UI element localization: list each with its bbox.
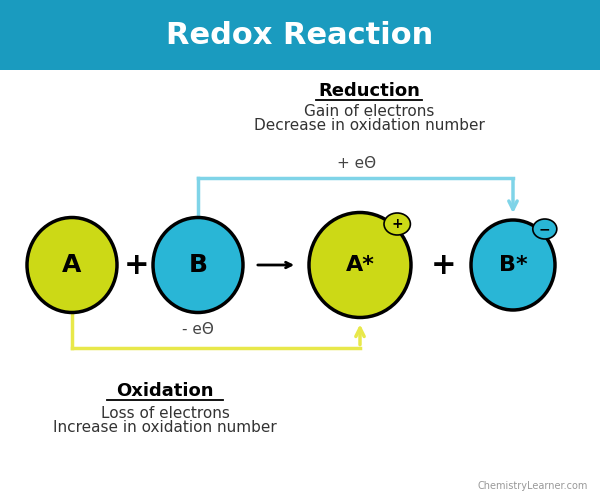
Ellipse shape — [153, 218, 243, 312]
Text: Decrease in oxidation number: Decrease in oxidation number — [254, 118, 484, 134]
FancyBboxPatch shape — [0, 0, 600, 70]
Text: +: + — [391, 217, 403, 231]
Ellipse shape — [471, 220, 555, 310]
Text: Loss of electrons: Loss of electrons — [101, 406, 229, 420]
Ellipse shape — [309, 212, 411, 318]
Text: Oxidation: Oxidation — [116, 382, 214, 400]
Text: A*: A* — [346, 255, 374, 275]
Circle shape — [533, 219, 557, 239]
Text: Reduction: Reduction — [318, 82, 420, 100]
Text: B*: B* — [499, 255, 527, 275]
Text: −: − — [539, 222, 551, 236]
Text: + eΘ: + eΘ — [337, 156, 377, 172]
Text: A: A — [62, 253, 82, 277]
Text: Gain of electrons: Gain of electrons — [304, 104, 434, 120]
Text: - eΘ: - eΘ — [182, 322, 214, 338]
Text: ChemistryLearner.com: ChemistryLearner.com — [478, 481, 588, 491]
Ellipse shape — [27, 218, 117, 312]
Text: Increase in oxidation number: Increase in oxidation number — [53, 420, 277, 434]
Text: Redox Reaction: Redox Reaction — [166, 20, 434, 50]
Text: B: B — [188, 253, 208, 277]
Circle shape — [384, 213, 410, 235]
Text: +: + — [431, 250, 457, 280]
Text: +: + — [124, 250, 149, 280]
